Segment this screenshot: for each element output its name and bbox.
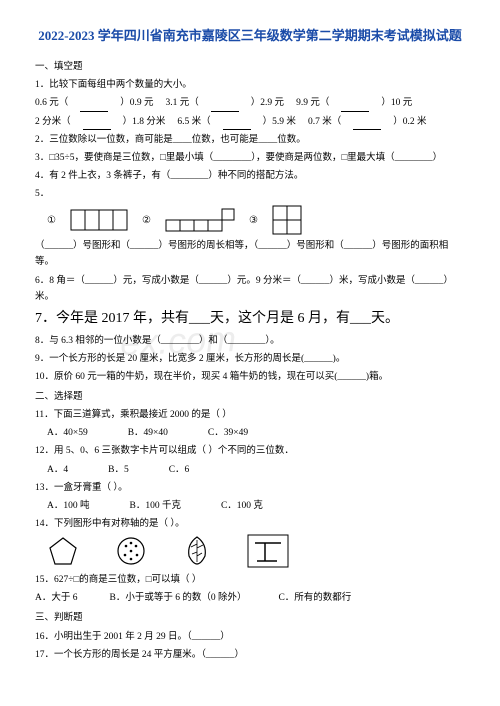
blank <box>83 114 111 130</box>
q5: 5． <box>35 186 465 202</box>
label-2: ② <box>142 212 151 229</box>
q11b: B．49×40 <box>128 425 168 441</box>
q15c: C．所有的数都行 <box>278 590 351 606</box>
q1r1-0: 0.6 元（ <box>35 95 68 111</box>
q16: 16．小明出生于 2001 年 2 月 29 日。（______） <box>35 629 465 645</box>
q13-opts: A．100 吨 B．100 千克 C．100 克 <box>47 498 465 514</box>
q11a: A．40×59 <box>47 425 88 441</box>
q1-row2: 2 分米（ ）1.8 分米 6.5 米（ ）5.9 米 0.7 米（ ）0.2 米 <box>35 114 465 130</box>
page-title: 2022-2023 学年四川省南充市嘉陵区三年级数学第二学期期末考试模拟试题 <box>35 25 465 47</box>
section-2-head: 二、选择题 <box>35 389 465 405</box>
blank <box>80 95 108 111</box>
q5-shapes: ① ② ③ <box>47 205 465 235</box>
shape-3 <box>272 205 302 235</box>
blank <box>341 95 369 111</box>
q1: 1．比较下面每组中两个数量的大小。 <box>35 77 465 93</box>
q14: 14．下列图形中有对称轴的是（ ）。 <box>35 516 465 532</box>
blank <box>223 114 251 130</box>
q13a: A．100 吨 <box>47 498 90 514</box>
q2: 2．三位数除以一位数，商可能是____位数，也可能是____位数。 <box>35 132 465 148</box>
q1r1-3: ）2.9 元 <box>251 95 284 111</box>
q12c: C．6 <box>169 462 190 478</box>
q12b: B．5 <box>108 462 129 478</box>
q12a: A．4 <box>47 462 68 478</box>
q1r1-4: 9.9 元（ <box>296 95 329 111</box>
leaf-icon <box>183 534 211 568</box>
q8: 8．与 6.3 相邻的一位小数是（________）和（________）。 <box>35 333 465 349</box>
q17: 17．一个长方形的周长是 24 平方厘米。（______） <box>35 647 465 663</box>
q1r2-2: 6.5 米（ <box>177 114 210 130</box>
t-shape-icon <box>247 534 289 568</box>
q1r2-0: 2 分米（ <box>35 114 71 130</box>
blank <box>211 95 239 111</box>
q5b: （______）号图形和（______）号图形的周长相等，（______）号图形… <box>35 238 465 270</box>
q1r2-3: ）5.9 米 <box>263 114 296 130</box>
q1r1-2: 3.1 元（ <box>166 95 199 111</box>
q7: 7．今年是 2017 年，共有___天，这个月是 6 月，有___天。 <box>35 307 465 331</box>
q1-row1: 0.6 元（ ）0.9 元 3.1 元（ ）2.9 元 9.9 元（ ）10 元 <box>35 95 465 111</box>
q1r2-1: ）1.8 分米 <box>123 114 166 130</box>
q15-opts: A．大于 6 B．小于或等于 6 的数（0 除外） C．所有的数都行 <box>35 590 465 606</box>
shape-2 <box>165 208 235 232</box>
q1r2-4: 0.7 米（ <box>308 114 341 130</box>
dotted-circle-icon <box>115 535 147 567</box>
q1r1-5: ）10 元 <box>381 95 412 111</box>
q12: 12．用 5、0、6 三张数字卡片可以组成（ ）个不同的三位数． <box>35 443 465 459</box>
q13b: B．100 千克 <box>130 498 181 514</box>
q15b: B．小于或等于 6 的数（0 除外） <box>110 590 247 606</box>
q11-opts: A．40×59 B．49×40 C．39×49 <box>47 425 465 441</box>
q4: 4．有 2 件上衣，3 条裤子，有（________）种不同的搭配方法。 <box>35 168 465 184</box>
section-3-head: 三、判断题 <box>35 610 465 626</box>
q9: 9．一个长方形的长是 20 厘米，比宽多 2 厘米，长方形的周长是(______… <box>35 351 465 367</box>
q3: 3．□35÷5，要使商是三位数，□里最小填（________），要使商是两位数，… <box>35 150 465 166</box>
q1r1-1: ）0.9 元 <box>120 95 153 111</box>
q11c: C．39×49 <box>208 425 248 441</box>
label-1: ① <box>47 212 56 229</box>
q11: 11．下面三道算式，乘积最接近 2000 的是（ ） <box>35 407 465 423</box>
q6: 6．8 角＝（______）元，写成小数是（______）元。9 分米＝（___… <box>35 273 465 305</box>
q15a: A．大于 6 <box>35 590 78 606</box>
shape-1 <box>70 209 128 231</box>
pentagon-icon <box>47 535 79 567</box>
q13: 13．一盒牙膏重（ ）。 <box>35 480 465 496</box>
blank <box>353 114 381 130</box>
label-3: ③ <box>249 212 258 229</box>
q13c: C．100 克 <box>221 498 263 514</box>
q14-shapes <box>47 534 465 568</box>
q10: 10．原价 60 元一箱的牛奶，现在半价，现买 4 箱牛奶的钱，现在可以买(__… <box>35 369 465 385</box>
section-1-head: 一、填空题 <box>35 59 465 75</box>
q1r2-5: ）0.2 米 <box>393 114 426 130</box>
q15: 15．627÷□的商是三位数，□可以填（ ） <box>35 572 465 588</box>
q12-opts: A．4 B．5 C．6 <box>47 462 465 478</box>
